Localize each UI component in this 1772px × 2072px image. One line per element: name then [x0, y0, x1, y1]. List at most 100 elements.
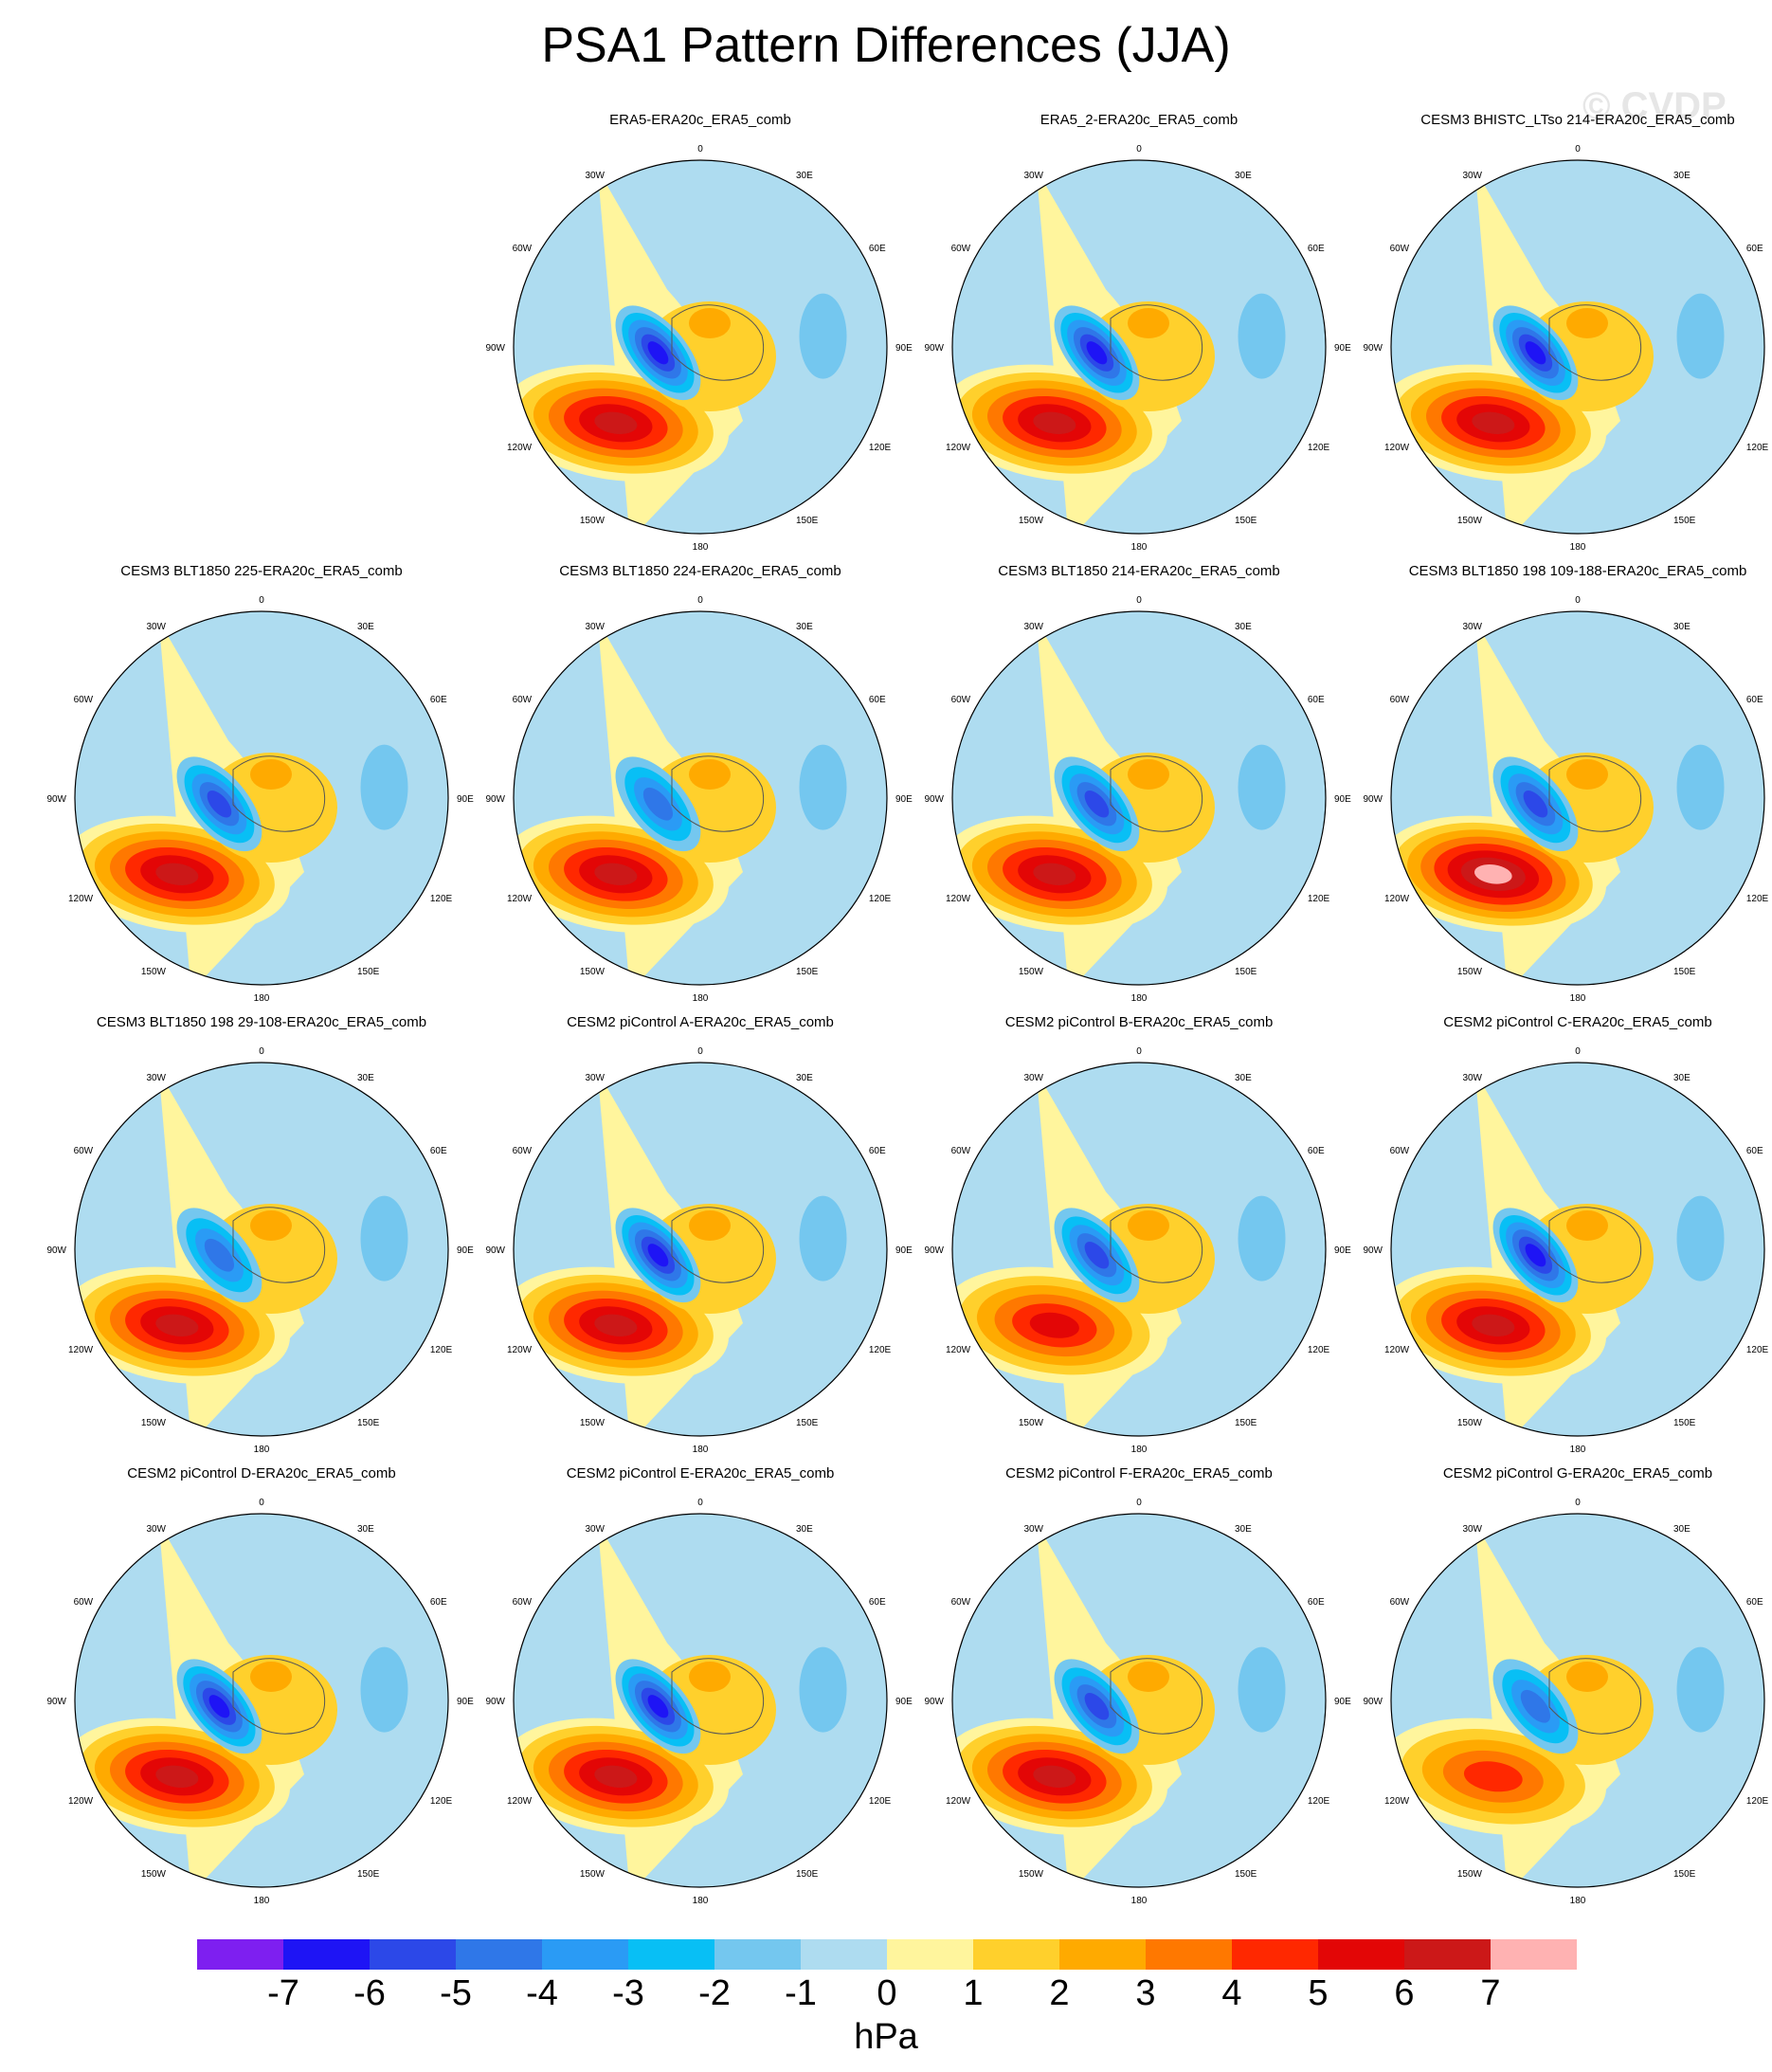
lon-label: 30E — [1235, 171, 1252, 181]
colorbar-box — [456, 1939, 542, 1970]
lon-label: 30W — [585, 171, 605, 181]
high-contour — [1033, 1765, 1076, 1788]
east-low — [360, 1195, 408, 1281]
lon-label: 150W — [141, 967, 167, 977]
coastline — [1548, 755, 1642, 832]
map-panel: CESM2 piControl E-ERA20c_ERA5_comb 0 30E 60… — [482, 1465, 918, 1911]
lon-label: 180 — [693, 1896, 709, 1906]
coastline — [232, 1658, 326, 1735]
lon-label: 0 — [697, 1046, 703, 1057]
low-contour — [1084, 1693, 1110, 1720]
map-border — [513, 610, 888, 986]
map-panel: ERA5-ERA20c_ERA5_comb 0 30E 60E 90E 120E 150E 1… — [482, 112, 918, 557]
lon-label: 60W — [513, 1146, 533, 1156]
lon-label: 60W — [1390, 244, 1410, 254]
colorbar-tick: 6 — [1394, 1973, 1415, 2013]
map-border — [74, 1513, 449, 1888]
panel-title: CESM3 BHISTC_LTso 214-ERA20c_ERA5_comb — [1420, 112, 1735, 128]
colorbar-box — [801, 1939, 887, 1970]
map-panel: CESM3 BLT1850 225-ERA20c_ERA5_comb 0 30E 60… — [44, 563, 479, 1009]
lon-label: 180 — [693, 1445, 709, 1455]
lon-label: 120W — [946, 443, 971, 453]
panel-title: CESM2 piControl A-ERA20c_ERA5_comb — [567, 1014, 834, 1030]
colorbar-tick: -2 — [698, 1973, 731, 2013]
colorbar-tick: 3 — [1135, 1973, 1156, 2013]
lon-label: 60W — [513, 244, 533, 254]
east-low — [799, 744, 847, 830]
map-border — [74, 610, 449, 986]
lon-label: 180 — [1131, 542, 1148, 553]
east-low — [360, 744, 408, 830]
lon-label: 180 — [1131, 1896, 1148, 1906]
polar-high-core — [250, 1210, 292, 1241]
lon-label: 30W — [1462, 622, 1482, 632]
colorbar-box — [714, 1939, 801, 1970]
lon-label: 60W — [951, 1146, 971, 1156]
high-contour — [594, 1765, 638, 1788]
panel-title: CESM2 piControl G-ERA20c_ERA5_comb — [1442, 1465, 1713, 1481]
lon-label: 120E — [869, 1796, 892, 1807]
east-low — [1676, 744, 1725, 830]
lon-label: 60W — [513, 695, 533, 705]
lon-label: 60E — [869, 244, 886, 254]
high-contour — [155, 1765, 199, 1788]
lon-label: 0 — [259, 1498, 264, 1508]
lon-label: 120E — [1308, 1345, 1330, 1355]
colorbar-tick: -5 — [440, 1973, 472, 2013]
lon-label: 120E — [1746, 894, 1769, 904]
map-panel: CESM2 piControl F-ERA20c_ERA5_comb 0 30E 60… — [921, 1465, 1357, 1911]
lon-label: 60W — [74, 1597, 94, 1608]
lon-label: 30E — [1235, 1524, 1252, 1535]
map-panel: CESM2 piControl G-ERA20c_ERA5_comb 0 30E 60… — [1360, 1465, 1772, 1911]
lon-label: 30E — [796, 622, 813, 632]
east-low — [1238, 293, 1286, 379]
east-low — [1676, 1646, 1725, 1733]
colorbar-box — [370, 1939, 456, 1970]
high-contour — [1033, 411, 1076, 434]
lon-label: 60E — [869, 1597, 886, 1608]
high-contour — [1474, 864, 1512, 884]
lon-label: 90W — [485, 343, 505, 354]
map-border — [74, 1062, 449, 1437]
lon-label: 120E — [869, 894, 892, 904]
lon-label: 90W — [924, 1245, 944, 1256]
lon-label: 150W — [1457, 516, 1483, 526]
lon-label: 180 — [254, 1896, 270, 1906]
low-contour — [1084, 1242, 1110, 1269]
map-panel: CESM2 piControl C-ERA20c_ERA5_comb 0 30E 60… — [1360, 1014, 1772, 1460]
colorbar-box — [283, 1939, 370, 1970]
lon-label: 180 — [254, 993, 270, 1004]
lon-label: 120W — [946, 1796, 971, 1807]
lon-label: 60E — [1308, 244, 1325, 254]
lon-label: 90W — [1363, 343, 1383, 354]
lon-label: 30E — [1235, 1073, 1252, 1083]
map-panel: CESM3 BLT1850 198 29-108-ERA20c_ERA5_com… — [44, 1014, 479, 1460]
lon-label: 30W — [585, 622, 605, 632]
map-border — [1390, 1062, 1765, 1437]
colorbar-tick: 7 — [1480, 1973, 1501, 2013]
colorbar-tick: -3 — [612, 1973, 644, 2013]
map-border — [1390, 159, 1765, 535]
colorbar-tick-labels: -7 -6 -5 -4 -3 -2 -1 0 1 2 3 4 5 6 7 — [0, 1973, 1772, 2021]
lon-label: 150E — [1673, 1418, 1696, 1428]
lon-label: 150W — [580, 967, 606, 977]
colorbar-tick: -4 — [526, 1973, 558, 2013]
lon-label: 180 — [1570, 542, 1586, 553]
lon-label: 150E — [796, 516, 819, 526]
lon-label: 0 — [259, 1046, 264, 1057]
lon-label: 120W — [1384, 443, 1410, 453]
lon-label: 60W — [74, 695, 94, 705]
lon-label: 0 — [1575, 144, 1581, 154]
lon-label: 0 — [1575, 595, 1581, 606]
lon-label: 150E — [796, 1869, 819, 1880]
lon-label: 60W — [1390, 1146, 1410, 1156]
coastline — [1548, 304, 1642, 381]
lon-label: 120E — [1746, 1345, 1769, 1355]
high-contour — [594, 1314, 638, 1336]
lon-label: 120E — [1308, 443, 1330, 453]
